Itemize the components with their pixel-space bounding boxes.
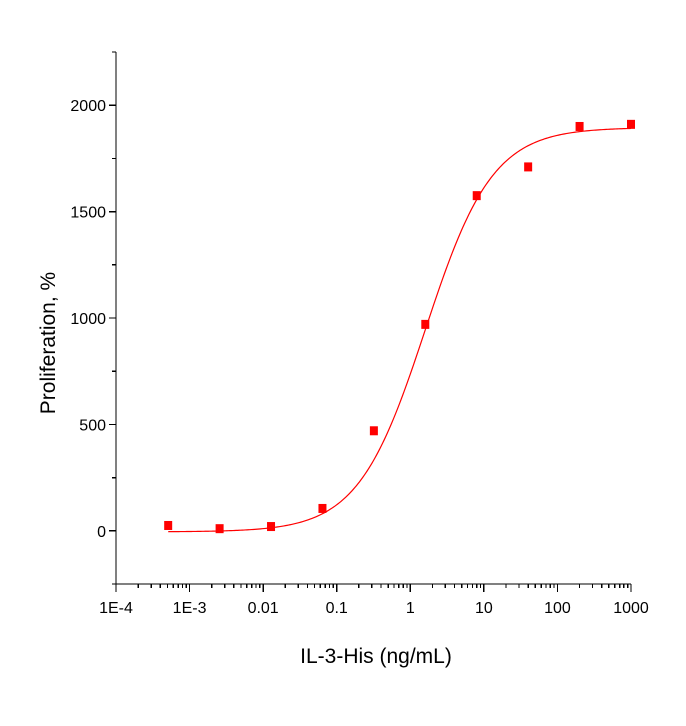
data-point <box>627 119 635 129</box>
y-tick-label: 1000 <box>70 311 106 328</box>
fit-curve <box>168 127 632 533</box>
y-tick-label: 2000 <box>70 98 106 115</box>
x-tick-label: 0.01 <box>248 600 279 617</box>
data-point <box>318 503 327 513</box>
x-tick-label: 100 <box>544 600 571 617</box>
fit-curve-layer <box>168 127 632 533</box>
data-point <box>472 191 481 201</box>
data-point <box>524 162 533 172</box>
x-tick-label: 1000 <box>613 600 649 617</box>
y-tick-label: 0 <box>97 524 106 541</box>
data-point <box>164 520 173 530</box>
data-points-layer <box>164 119 635 534</box>
y-tick-label: 500 <box>79 417 106 434</box>
x-tick-label: 1E-3 <box>173 600 207 617</box>
y-tick-label: 1500 <box>70 205 106 222</box>
data-point <box>369 426 378 436</box>
data-point <box>267 522 276 532</box>
data-point <box>421 319 430 329</box>
axes-layer: 0 500 1000 1500 2000 1E-4 1E-3 0.01 0.1 1 10 100 100… <box>70 51 649 617</box>
x-tick-label: 0.1 <box>326 600 348 617</box>
data-point <box>215 524 224 534</box>
data-point <box>575 121 584 131</box>
x-tick-label: 1 <box>406 600 415 617</box>
x-tick-label: 1E-4 <box>99 600 133 617</box>
y-axis-title: Proliferation, % <box>37 272 60 414</box>
x-axis-title: IL-3-His (ng/mL) <box>300 645 452 668</box>
x-tick-label: 10 <box>475 600 493 617</box>
